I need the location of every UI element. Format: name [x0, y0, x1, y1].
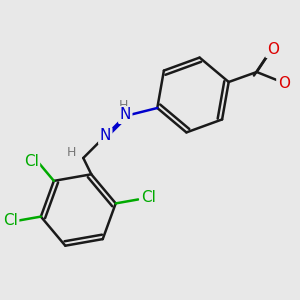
Text: H: H	[118, 100, 128, 112]
Text: H: H	[67, 146, 76, 160]
Text: N: N	[120, 107, 131, 122]
Text: Cl: Cl	[3, 213, 18, 228]
Text: N: N	[100, 128, 111, 143]
Text: H: H	[280, 74, 290, 86]
Text: O: O	[278, 76, 290, 91]
Text: O: O	[267, 41, 279, 56]
Text: Cl: Cl	[141, 190, 156, 205]
Text: Cl: Cl	[24, 154, 39, 169]
